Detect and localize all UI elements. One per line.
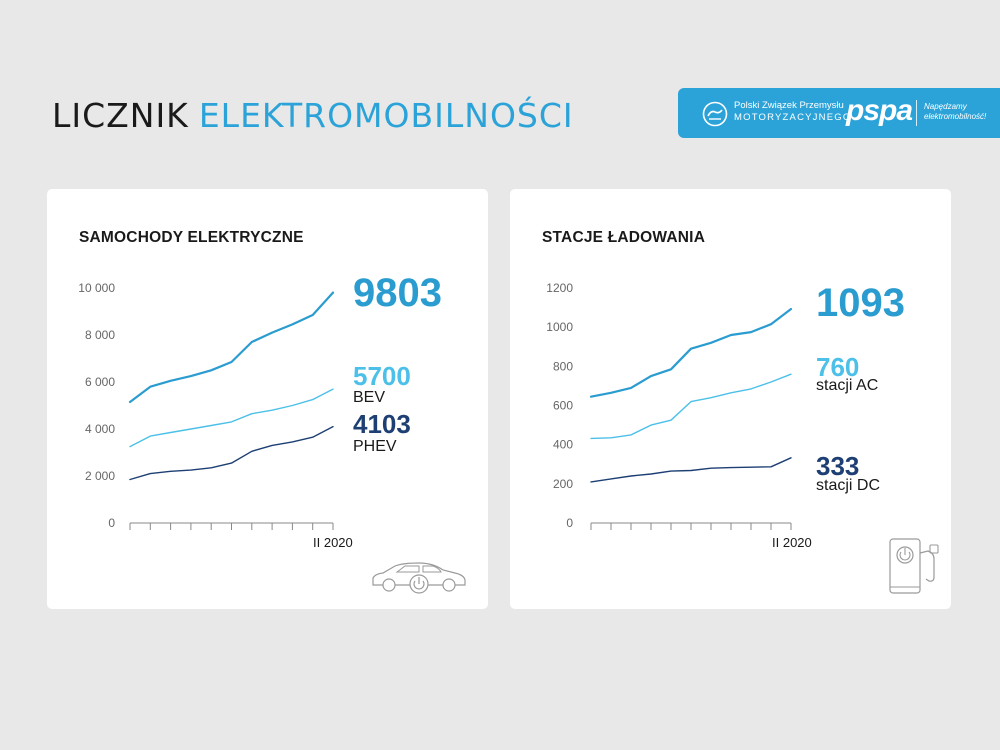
y-tick-label: 0 bbox=[108, 516, 115, 530]
dc-value: 333 bbox=[816, 451, 860, 481]
series-line-bev bbox=[129, 388, 334, 448]
phev-label: PHEV bbox=[353, 438, 397, 455]
total-value: 1093 bbox=[816, 281, 905, 325]
car-power-icon bbox=[372, 562, 466, 594]
y-tick-label: 8 000 bbox=[85, 328, 115, 342]
card-title: STACJE ŁADOWANIA bbox=[542, 229, 706, 246]
org-line1: Polski Związek Przemysłu bbox=[734, 100, 844, 111]
ev-card: SAMOCHODY ELEKTRYCZNE 0 2 000 4 000 6 000 8 … bbox=[47, 189, 488, 609]
series-line-phev bbox=[129, 425, 334, 481]
brand-banner: Polski Związek Przemysłu MOTORYZACYJNEGO… bbox=[678, 88, 1000, 138]
y-tick-label: 10 000 bbox=[78, 281, 115, 295]
title-part1: LICZNIK bbox=[52, 96, 189, 135]
series-line-total bbox=[128, 291, 335, 404]
y-tick-label: 4 000 bbox=[85, 422, 115, 436]
slogan-line2: elektromobilność! bbox=[924, 112, 987, 121]
pspa-logo: pspa bbox=[846, 94, 913, 127]
y-tick-label: 200 bbox=[553, 477, 573, 491]
dc-label: stacji DC bbox=[816, 477, 881, 494]
org-line2: MOTORYZACYJNEGO bbox=[734, 112, 852, 123]
y-tick-label: 800 bbox=[553, 359, 573, 373]
y-tick-label: 600 bbox=[553, 399, 573, 413]
y-tick-label: 0 bbox=[566, 516, 573, 530]
charging-station-icon bbox=[889, 538, 939, 594]
card-title: SAMOCHODY ELEKTRYCZNE bbox=[79, 229, 304, 246]
stations-card: STACJE ŁADOWANIA 0 200 400 600 800 1000 1200 1… bbox=[510, 189, 951, 609]
bev-label: BEV bbox=[353, 389, 386, 406]
page-title: LICZNIK ELEKTROMOBILNOŚCI bbox=[52, 96, 574, 135]
x-last-label: II 2020 bbox=[313, 535, 353, 550]
series-line-stacji-ac bbox=[590, 373, 792, 440]
y-tick-label: 1000 bbox=[546, 320, 573, 334]
phev-value: 4103 bbox=[353, 409, 411, 439]
y-tick-label: 1200 bbox=[546, 281, 573, 295]
y-tick-label: 400 bbox=[553, 438, 573, 452]
y-tick-label: 2 000 bbox=[85, 469, 115, 483]
y-tick-label: 6 000 bbox=[85, 375, 115, 389]
brand-divider bbox=[916, 100, 917, 126]
total-value: 9803 bbox=[353, 271, 442, 315]
x-last-label: II 2020 bbox=[772, 535, 812, 550]
series-line-stacji-dc bbox=[590, 457, 792, 483]
bev-value: 5700 bbox=[353, 361, 411, 391]
title-part2: ELEKTROMOBILNOŚCI bbox=[198, 96, 574, 135]
pzpm-logo-icon bbox=[702, 101, 728, 127]
stations-line-chart: 0 200 400 600 800 1000 1200 bbox=[546, 281, 793, 530]
series-line-total bbox=[589, 307, 793, 398]
ev-line-chart: 0 2 000 4 000 6 000 8 000 10 000 bbox=[78, 281, 335, 530]
slogan-line1: Napędzamy bbox=[924, 102, 967, 111]
org-name: Polski Związek Przemysłu MOTORYZACYJNEGO bbox=[734, 100, 851, 124]
ac-value: 760 bbox=[816, 352, 860, 382]
slogan: Napędzamy elektromobilność! bbox=[924, 102, 986, 122]
ac-label: stacji AC bbox=[816, 377, 879, 394]
